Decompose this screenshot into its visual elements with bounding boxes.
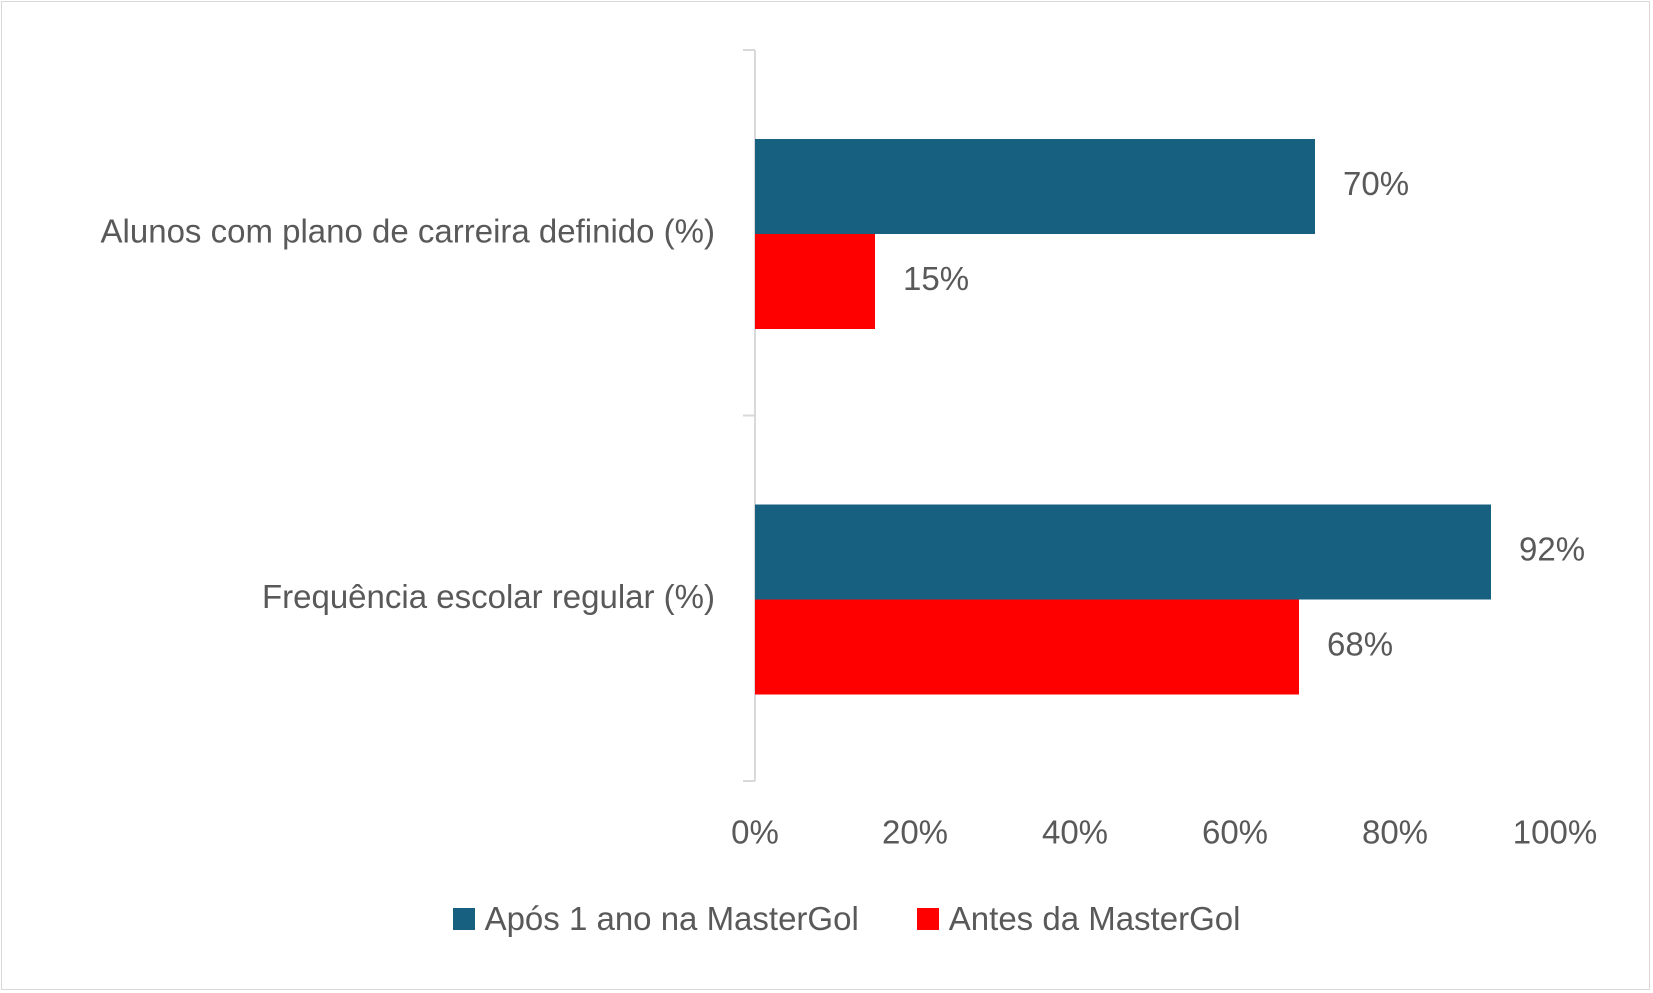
x-tick-label: 0%: [731, 814, 779, 851]
legend-swatch-antes: [916, 908, 939, 930]
x-tick-label: 80%: [1362, 814, 1428, 851]
bar: [755, 599, 1299, 695]
x-tick-label: 100%: [1513, 814, 1597, 851]
x-tick-label: 20%: [882, 814, 948, 851]
data-label: 15%: [903, 260, 969, 297]
bar: [755, 139, 1315, 234]
legend-item-antes: Antes da MasterGol: [916, 900, 1241, 938]
legend: Após 1 ano na MasterGol Antes da MasterG…: [0, 900, 1653, 938]
legend-item-apos: Após 1 ano na MasterGol: [452, 900, 859, 938]
bar: [755, 234, 875, 329]
legend-label-apos: Após 1 ano na MasterGol: [484, 900, 859, 937]
data-label: 92%: [1519, 531, 1585, 568]
x-tick-label: 40%: [1042, 814, 1108, 851]
category-label: Alunos com plano de carreira definido (%…: [101, 213, 715, 250]
legend-label-antes: Antes da MasterGol: [948, 900, 1241, 937]
bar: [755, 504, 1491, 600]
data-label: 68%: [1327, 626, 1393, 663]
x-tick-label: 60%: [1202, 814, 1268, 851]
category-label: Frequência escolar regular (%): [262, 578, 715, 615]
legend-swatch-apos: [452, 908, 475, 930]
data-label: 70%: [1343, 165, 1409, 202]
